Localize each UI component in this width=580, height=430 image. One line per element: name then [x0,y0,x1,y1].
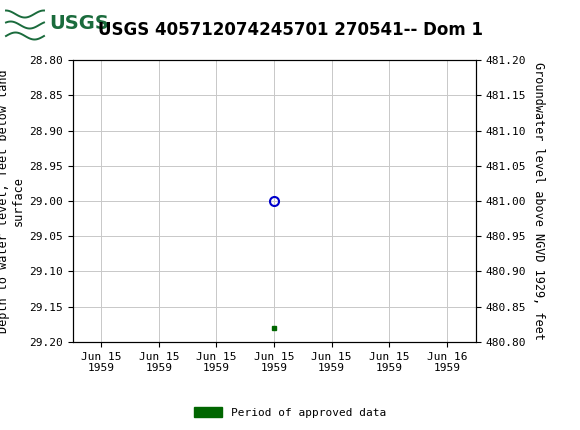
Y-axis label: Depth to water level, feet below land
surface: Depth to water level, feet below land su… [0,69,25,333]
Legend: Period of approved data: Period of approved data [190,403,390,422]
Bar [3,2,111,44]
Y-axis label: Groundwater level above NGVD 1929, feet: Groundwater level above NGVD 1929, feet [532,62,545,340]
Text: USGS 405712074245701 270541-- Dom 1: USGS 405712074245701 270541-- Dom 1 [97,21,483,39]
Text: USGS: USGS [49,13,109,33]
